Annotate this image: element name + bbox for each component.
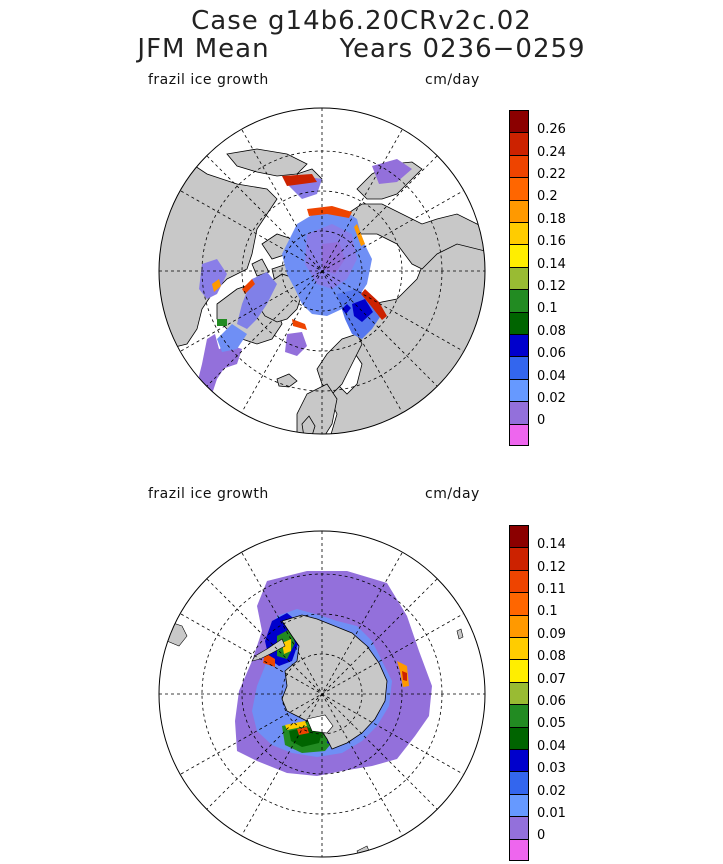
colorbar-frame [509, 525, 529, 861]
colorbar-tick-label: 0.09 [537, 626, 566, 642]
colorbar-swatch [509, 311, 529, 334]
colorbar-swatch [509, 177, 529, 200]
antarctic-graticule [159, 531, 485, 857]
colorbar-tick-label: 0.24 [537, 144, 566, 160]
colorbar-tick-label: 0.03 [537, 761, 566, 777]
mean-label: JFM Mean [137, 34, 270, 64]
arctic-map [158, 107, 486, 435]
colorbar-tick-label: 0 [537, 413, 546, 429]
colorbar-tick-label: 0.06 [537, 694, 566, 709]
colorbar-tick-label: 0.14 [537, 537, 566, 553]
colorbar-tick-label: 0.14 [537, 256, 566, 272]
colorbar-swatch [509, 154, 529, 178]
colorbar-swatch [509, 423, 529, 446]
colorbar-tick-label: 0.12 [537, 559, 566, 575]
colorbar-tick-label: 0.04 [537, 738, 566, 754]
colorbar-swatch [509, 401, 529, 424]
colorbar-swatch [509, 816, 529, 839]
colorbar-swatch [509, 199, 529, 222]
colorbar-tick-label: 0.22 [537, 167, 566, 182]
colorbar-tick-label: 0.11 [537, 582, 566, 597]
colorbar-tick-label: 0.06 [537, 346, 566, 362]
colorbar-tick-label: 0.01 [537, 806, 566, 821]
colorbar-tick-label: 0.18 [537, 211, 566, 227]
colorbar-swatch [509, 378, 529, 402]
colorbar-swatch [509, 592, 529, 615]
colorbar-swatch [509, 771, 529, 794]
colorbar-swatch [509, 244, 529, 267]
colorbar-swatch [509, 334, 529, 357]
colorbar-swatch [509, 704, 529, 727]
colorbar-swatch [509, 569, 529, 593]
colorbar-swatch [509, 659, 529, 682]
colorbar-frame [509, 110, 529, 446]
colorbar-tick-label: 0.02 [537, 783, 566, 799]
colorbar-swatch [509, 793, 529, 817]
colorbar-swatch [509, 749, 529, 772]
panel2-units-label: cm/day [425, 486, 480, 502]
colorbar-swatch [509, 222, 529, 245]
colorbar-swatch [509, 681, 529, 705]
arctic-frazil-field [197, 159, 412, 399]
panel1-units-label: cm/day [425, 72, 480, 88]
colorbar-swatch [509, 289, 529, 312]
colorbar-swatch [509, 266, 529, 290]
colorbar-swatch [509, 547, 529, 570]
colorbar-tick-label: 0.1 [537, 604, 558, 620]
colorbar-tick-label: 0.04 [537, 368, 566, 384]
colorbar-swatch [509, 637, 529, 660]
colorbar-swatch [509, 132, 529, 155]
colorbar-tick-label: 0.08 [537, 323, 566, 339]
colorbar-swatch [509, 614, 529, 637]
colorbar-tick-label: 0.1 [537, 301, 558, 317]
period-title: JFM Mean Years 0236−0259 [0, 34, 723, 64]
panel2-variable-label: frazil ice growth [148, 486, 269, 502]
colorbar-tick-label: 0.12 [537, 279, 566, 294]
colorbar-tick-label: 0.07 [537, 671, 566, 687]
colorbar-tick-label: 0.02 [537, 391, 566, 406]
colorbar-swatch [509, 356, 529, 379]
colorbar-tick-label: 0.2 [537, 189, 558, 205]
colorbar-swatch [509, 726, 529, 749]
years-label: Years 0236−0259 [339, 34, 586, 64]
colorbar-swatch [509, 838, 529, 861]
colorbar-tick-label: 0.08 [537, 649, 566, 665]
colorbar-tick-label: 0 [537, 828, 546, 844]
colorbar-tick-label: 0.05 [537, 716, 566, 732]
panel1-variable-label: frazil ice growth [148, 72, 269, 88]
case-title: Case g14b6.20CRv2c.02 [191, 6, 532, 36]
colorbar-tick-label: 0.16 [537, 234, 566, 250]
colorbar-tick-label: 0.26 [537, 122, 566, 138]
arctic-graticule [159, 108, 485, 434]
antarctic-map [158, 530, 486, 858]
